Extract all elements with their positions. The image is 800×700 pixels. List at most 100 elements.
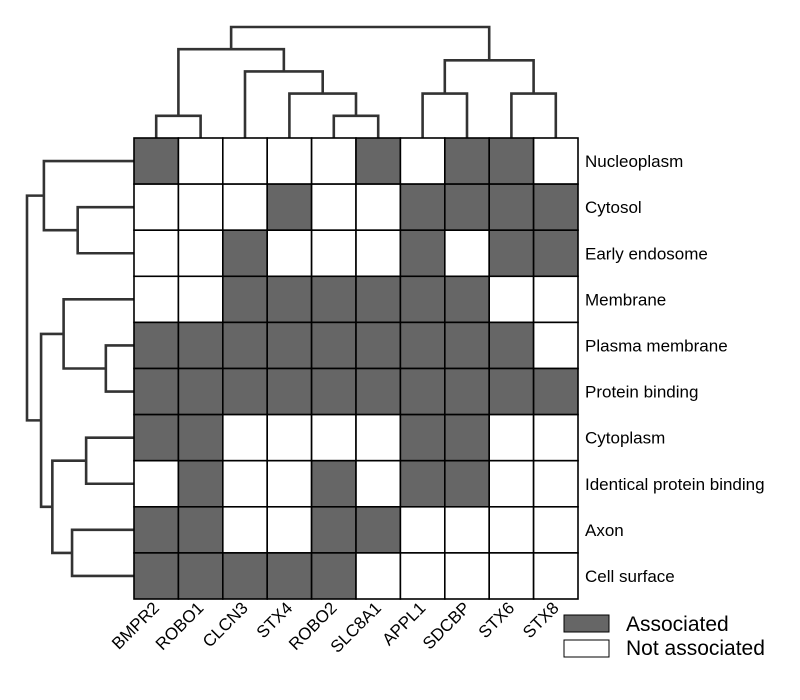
- heatmap-cell: [222, 321, 269, 370]
- heatmap-cell: [443, 367, 490, 416]
- legend: Associated Not associated: [563, 613, 765, 660]
- heatmap-cell: [310, 321, 357, 370]
- heatmap-cell: [266, 183, 313, 232]
- column-label: STX6: [475, 598, 519, 642]
- heatmap-cell: [222, 552, 269, 600]
- heatmap-cell: [355, 413, 402, 462]
- heatmap-cell: [443, 275, 490, 324]
- dendrogram-link: [25, 194, 44, 422]
- heatmap-cell: [443, 229, 490, 278]
- row-label: Cell surface: [585, 567, 675, 586]
- heatmap-cell: [532, 183, 579, 232]
- heatmap-cell: [222, 137, 269, 185]
- heatmap-cell: [355, 229, 402, 278]
- heatmap-cell: [177, 459, 224, 508]
- heatmap-cell: [177, 367, 224, 416]
- column-label: BMPR2: [108, 598, 163, 653]
- heatmap-cell: [443, 413, 490, 462]
- heatmap-cell: [399, 183, 446, 232]
- heatmap-cell: [399, 321, 446, 370]
- heatmap-cell: [532, 459, 579, 508]
- heatmap-cell: [399, 275, 446, 324]
- heatmap-cell: [399, 229, 446, 278]
- heatmap-cell: [355, 367, 402, 416]
- heatmap-cell: [355, 505, 402, 554]
- row-label: Plasma membrane: [585, 336, 728, 355]
- dendrogram-link: [62, 298, 134, 370]
- row-label: Early endosome: [585, 244, 708, 263]
- heatmap-cell: [133, 275, 180, 324]
- heatmap-cell: [133, 137, 180, 185]
- heatmap-cell: [399, 505, 446, 554]
- heatmap-cell: [532, 137, 579, 185]
- heatmap-cell: [266, 229, 313, 278]
- heatmap-cell: [133, 505, 180, 554]
- heatmap-cell: [310, 367, 357, 416]
- heatmap-cell: [488, 459, 535, 508]
- heatmap-cell: [310, 275, 357, 324]
- heatmap-cell: [532, 367, 579, 416]
- heatmap-cell: [399, 367, 446, 416]
- dendrogram-link: [177, 47, 286, 116]
- dendrogram-link: [70, 528, 134, 578]
- heatmap-cell: [488, 183, 535, 232]
- dendrogram-link: [229, 25, 491, 61]
- heatmap-cell: [266, 413, 313, 462]
- heatmap-cell: [222, 367, 269, 416]
- heatmap-cell: [310, 413, 357, 462]
- dendrogram-link: [104, 344, 134, 393]
- heatmap-cell: [310, 183, 357, 232]
- dendrogram-link: [332, 114, 380, 138]
- heatmap-cell: [443, 459, 490, 508]
- heatmap-cell: [488, 367, 535, 416]
- column-label: ROBO1: [152, 598, 208, 654]
- heatmap-cell: [133, 459, 180, 508]
- heatmap-cell: [488, 413, 535, 462]
- dendrogram-link: [51, 459, 87, 555]
- heatmap-cell: [310, 552, 357, 600]
- heatmap-cell: [488, 137, 535, 185]
- heatmap-cell: [488, 229, 535, 278]
- heatmap-cell: [133, 367, 180, 416]
- row-dendrogram: [25, 159, 134, 578]
- heatmap-cell: [443, 552, 490, 600]
- heatmap-cell: [488, 321, 535, 370]
- heatmap-cell: [222, 505, 269, 554]
- heatmap-cell: [399, 552, 446, 600]
- heatmap-cell: [399, 413, 446, 462]
- row-label: Protein binding: [585, 383, 698, 402]
- heatmap-cell: [133, 229, 180, 278]
- heatmap-cell: [310, 459, 357, 508]
- heatmap-cell: [355, 183, 402, 232]
- heatmap-cell: [177, 321, 224, 370]
- heatmap-cell: [532, 413, 579, 462]
- heatmap-cell: [310, 137, 357, 185]
- legend-label-not-associated: Not associated: [626, 637, 765, 660]
- heatmap-cell: [222, 229, 269, 278]
- heatmap-cell: [133, 321, 180, 370]
- heatmap-cell: [177, 183, 224, 232]
- heatmap-cell: [266, 552, 313, 600]
- heatmap-cell: [266, 505, 313, 554]
- heatmap-cell: [355, 459, 402, 508]
- heatmap-cell: [399, 137, 446, 185]
- column-label: STX8: [519, 598, 563, 642]
- heatmap-cell: [266, 137, 313, 185]
- row-label: Cytosol: [585, 198, 642, 217]
- row-label: Cytoplasm: [585, 429, 665, 448]
- heatmap-cell: [177, 413, 224, 462]
- heatmap-cell: [355, 137, 402, 185]
- heatmap-cell: [355, 275, 402, 324]
- heatmap-cell: [222, 183, 269, 232]
- heatmap-cell: [399, 459, 446, 508]
- heatmap-cell: [532, 552, 579, 600]
- heatmap-cell: [266, 321, 313, 370]
- dendrogram-link: [443, 59, 535, 94]
- dendrogram-link: [84, 436, 134, 486]
- heatmap-cell: [222, 275, 269, 324]
- heatmap-grid: [133, 137, 579, 600]
- heatmap-cell: [532, 321, 579, 370]
- heatmap-cell: [133, 413, 180, 462]
- dendrogram-link: [42, 159, 134, 232]
- dendrogram-link: [243, 70, 324, 138]
